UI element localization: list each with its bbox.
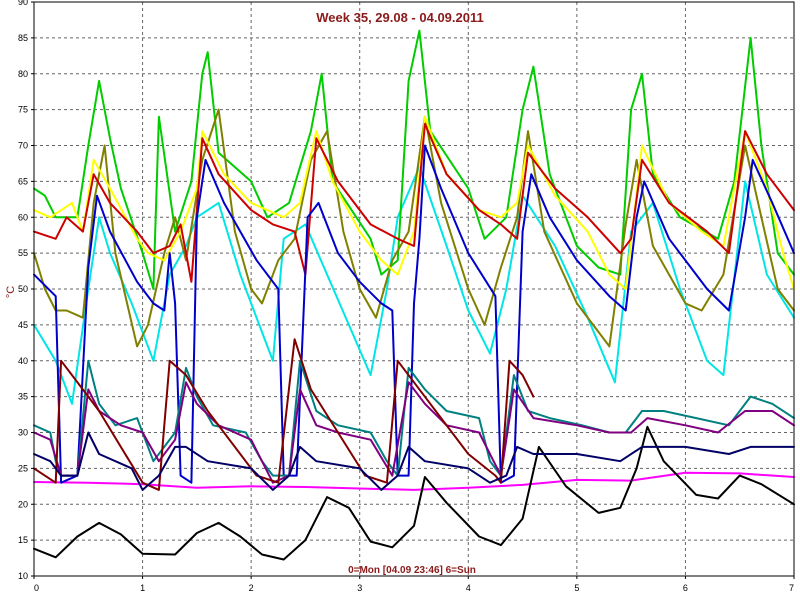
- y-tick-label: 70: [18, 141, 28, 151]
- x-tick-label: 1: [140, 583, 145, 593]
- y-tick-label: 15: [18, 535, 28, 545]
- x-tick-label: 7: [789, 583, 794, 593]
- x-axis-label: 0=Mon [04.09 23:46] 6=Sun: [348, 565, 476, 576]
- series-layer: [33, 29, 795, 561]
- y-tick-label: 75: [18, 105, 28, 115]
- series-line-2: [33, 425, 795, 561]
- x-tick-label: 0: [34, 583, 39, 593]
- y-tick-label: 65: [18, 176, 28, 186]
- series-line-1: [33, 471, 795, 491]
- y-tick-label: 85: [18, 33, 28, 43]
- y-tick-label: 35: [18, 392, 28, 402]
- y-tick-label: 55: [18, 248, 28, 258]
- y-tick-label: 80: [18, 69, 28, 79]
- series-line-8: [33, 144, 795, 484]
- y-tick-label: 10: [18, 571, 28, 581]
- y-tick-label: 40: [18, 356, 28, 366]
- y-tick-label: 50: [18, 284, 28, 294]
- series-line-11: [33, 338, 535, 491]
- y-tick-label: 30: [18, 428, 28, 438]
- x-tick-label: 2: [249, 583, 254, 593]
- y-tick-label: 25: [18, 463, 28, 473]
- y-tick-label: 90: [18, 0, 28, 7]
- series-line-4: [33, 29, 795, 290]
- series-line-7: [33, 123, 795, 283]
- x-tick-label: 3: [357, 583, 362, 593]
- series-line-12: [33, 431, 795, 491]
- x-tick-label: 6: [683, 583, 688, 593]
- y-axis-label: °C: [5, 286, 17, 298]
- y-tick-label: 45: [18, 320, 28, 330]
- y-tick-label: 20: [18, 499, 28, 509]
- y-tick-label: 60: [18, 212, 28, 222]
- series-line-3: [33, 166, 795, 405]
- chart-title: Week 35, 29.08 - 04.09.2011: [316, 10, 483, 25]
- series-line-6: [33, 115, 795, 290]
- series-line-9: [33, 359, 795, 477]
- x-tick-label: 4: [466, 583, 471, 593]
- x-tick-label: 5: [574, 583, 579, 593]
